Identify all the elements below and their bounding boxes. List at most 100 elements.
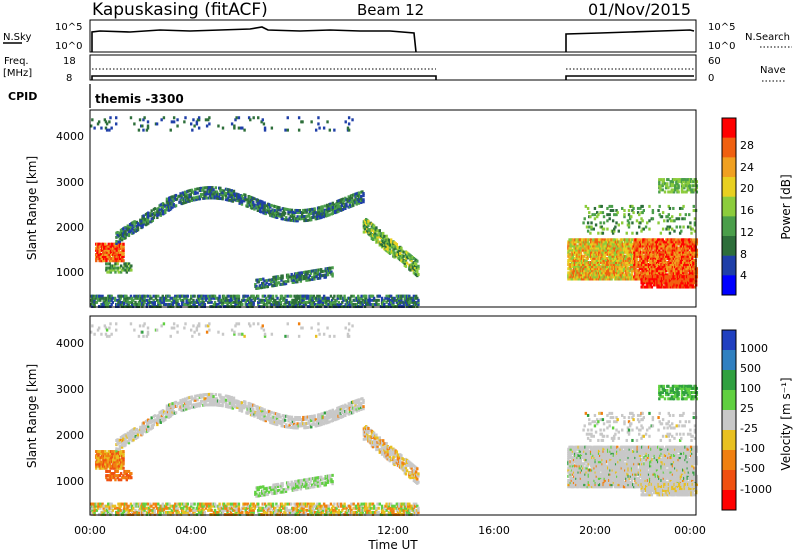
power-cell bbox=[218, 296, 221, 300]
power-cell bbox=[336, 201, 339, 205]
power-cell bbox=[410, 259, 413, 263]
power-cell bbox=[313, 302, 317, 306]
power-cell bbox=[333, 294, 336, 298]
power-cell bbox=[283, 296, 286, 300]
power-cell bbox=[674, 184, 677, 188]
power-cell bbox=[308, 278, 312, 282]
power-cell bbox=[608, 217, 611, 221]
power-cell bbox=[686, 267, 689, 271]
power-cell bbox=[596, 211, 599, 215]
power-cell bbox=[100, 296, 103, 300]
power-cell bbox=[346, 197, 349, 201]
power-cell bbox=[399, 300, 402, 304]
power-cell bbox=[675, 254, 678, 258]
power-cell bbox=[317, 116, 320, 120]
power-cell bbox=[690, 277, 693, 281]
power-cbar-swatch bbox=[722, 118, 736, 138]
power-cell bbox=[606, 244, 610, 248]
power-cell bbox=[627, 223, 631, 227]
power-cell bbox=[617, 271, 620, 275]
power-cell bbox=[325, 300, 328, 304]
power-cell bbox=[189, 294, 193, 298]
power-cell bbox=[287, 212, 290, 216]
power-cell bbox=[179, 192, 182, 196]
power-cell bbox=[593, 217, 597, 221]
power-cell bbox=[688, 186, 692, 190]
power-cell bbox=[627, 213, 631, 217]
power-cell bbox=[687, 285, 690, 289]
power-cell bbox=[199, 300, 202, 304]
power-cell bbox=[570, 269, 574, 273]
power-cell bbox=[371, 302, 375, 306]
power-cell bbox=[334, 300, 337, 304]
power-cell bbox=[345, 302, 349, 306]
power-cell bbox=[692, 184, 695, 188]
power-cell bbox=[689, 281, 692, 285]
power-cell bbox=[241, 196, 245, 200]
power-cell bbox=[395, 243, 399, 247]
power-cell bbox=[142, 214, 145, 218]
power-cell bbox=[321, 300, 325, 304]
power-cell bbox=[321, 205, 324, 209]
power-cell bbox=[115, 244, 118, 248]
power-cell bbox=[667, 227, 670, 231]
power-cell bbox=[229, 296, 233, 300]
power-cell bbox=[218, 294, 221, 298]
power-cell bbox=[307, 276, 310, 280]
power-cell bbox=[610, 275, 613, 279]
power-cell bbox=[262, 300, 266, 304]
power-cell bbox=[349, 200, 353, 204]
power-cell bbox=[122, 250, 125, 254]
power-cell bbox=[292, 298, 295, 302]
power-cell bbox=[387, 296, 391, 300]
power-cell bbox=[306, 272, 309, 276]
power-cell bbox=[649, 238, 652, 242]
power-cell bbox=[347, 302, 351, 306]
power-cell bbox=[669, 271, 672, 275]
power-cell bbox=[224, 191, 228, 195]
power-cell bbox=[665, 275, 668, 279]
power-cell bbox=[678, 178, 681, 182]
power-cell bbox=[688, 258, 692, 262]
power-cell bbox=[295, 298, 299, 302]
power-cell bbox=[362, 230, 366, 234]
power-cell bbox=[671, 180, 675, 184]
power-cell bbox=[136, 228, 140, 232]
power-cell bbox=[117, 300, 120, 304]
power-cell bbox=[681, 206, 684, 210]
power-cell bbox=[122, 302, 126, 306]
power-ytick-2000: 2000 bbox=[56, 221, 84, 234]
power-cell bbox=[655, 265, 659, 269]
power-cell bbox=[249, 202, 253, 206]
power-cell bbox=[347, 128, 351, 132]
power-cell bbox=[104, 248, 107, 252]
power-cell bbox=[147, 298, 151, 302]
power-cell bbox=[284, 302, 287, 306]
power-cell bbox=[620, 248, 624, 252]
power-cell bbox=[392, 300, 395, 304]
power-cell bbox=[391, 298, 394, 302]
power-cell bbox=[352, 203, 355, 207]
power-cell bbox=[257, 286, 260, 290]
power-cell bbox=[592, 244, 595, 248]
power-cell bbox=[325, 298, 328, 302]
power-cell bbox=[648, 219, 651, 223]
power-cell bbox=[675, 265, 678, 269]
power-cell bbox=[261, 200, 264, 204]
power-cell bbox=[104, 302, 108, 306]
power-cell bbox=[247, 201, 250, 205]
power-cell bbox=[125, 300, 128, 304]
power-cell bbox=[368, 300, 371, 304]
power-cell bbox=[382, 300, 385, 304]
power-cell bbox=[329, 268, 332, 272]
power-cell bbox=[376, 235, 379, 239]
power-cell bbox=[612, 263, 616, 267]
power-cell bbox=[303, 300, 307, 304]
power-cell bbox=[632, 211, 635, 215]
power-cell bbox=[628, 256, 631, 260]
power-cell bbox=[176, 298, 179, 302]
power-cell bbox=[339, 302, 343, 306]
power-cell bbox=[613, 213, 616, 217]
power-cell bbox=[610, 204, 614, 208]
power-cell bbox=[110, 244, 114, 248]
